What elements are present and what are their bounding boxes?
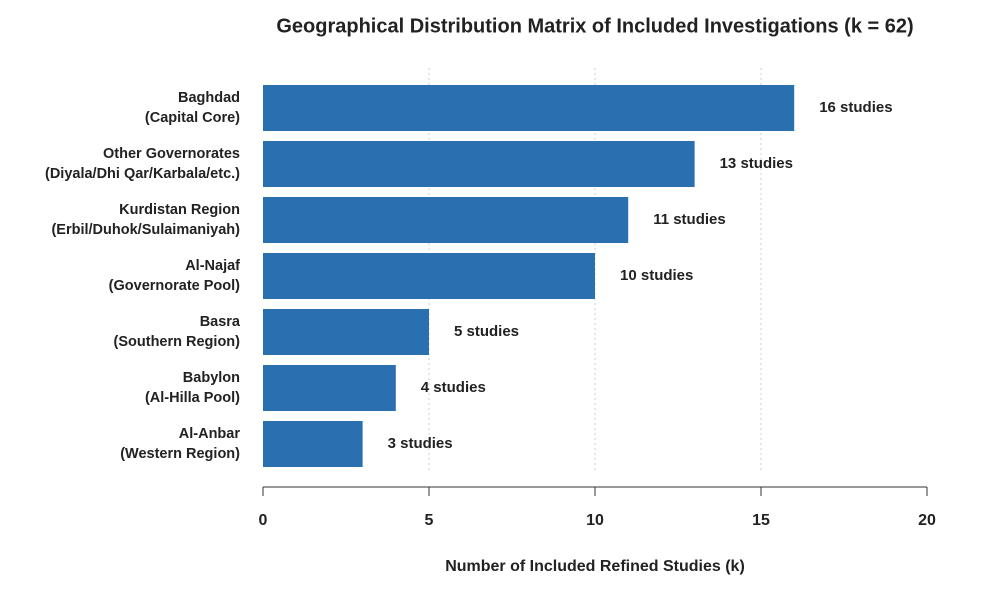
x-tick-label: 10 bbox=[586, 512, 604, 529]
y-tick-label: Babylon bbox=[183, 370, 240, 386]
x-axis-title: Number of Included Refined Studies (k) bbox=[445, 558, 745, 575]
x-tick-label: 20 bbox=[918, 512, 936, 529]
y-tick-label: (Southern Region) bbox=[114, 334, 241, 350]
y-tick-label: (Erbil/Duhok/Sulaimaniyah) bbox=[51, 222, 240, 238]
y-tick-label: (Al-Hilla Pool) bbox=[145, 390, 240, 406]
y-tick-label: Al-Najaf bbox=[185, 258, 240, 274]
value-label: 3 studies bbox=[388, 435, 453, 452]
bar bbox=[263, 197, 629, 243]
y-tick-label: Kurdistan Region bbox=[119, 202, 240, 218]
y-tick-label: (Governorate Pool) bbox=[109, 278, 240, 294]
y-tick-label: Baghdad bbox=[178, 90, 240, 106]
bar bbox=[263, 253, 595, 299]
value-label: 13 studies bbox=[720, 155, 793, 172]
bar bbox=[263, 141, 695, 187]
chart-title: Geographical Distribution Matrix of Incl… bbox=[276, 15, 913, 37]
value-label: 4 studies bbox=[421, 379, 486, 396]
y-tick-label: Al-Anbar bbox=[179, 426, 241, 442]
value-label: 11 studies bbox=[653, 211, 726, 228]
y-tick-label: (Capital Core) bbox=[145, 110, 240, 126]
y-tick-label: Other Governorates bbox=[103, 146, 240, 162]
value-label: 5 studies bbox=[454, 323, 519, 340]
x-tick-label: 0 bbox=[259, 512, 268, 529]
bar bbox=[263, 85, 795, 131]
y-tick-label: Basra bbox=[200, 314, 241, 330]
bar bbox=[263, 309, 429, 355]
value-label: 16 studies bbox=[819, 99, 892, 116]
bar bbox=[263, 365, 396, 411]
value-label: 10 studies bbox=[620, 267, 693, 284]
y-tick-label: (Western Region) bbox=[120, 446, 240, 462]
y-tick-label: (Diyala/Dhi Qar/Karbala/etc.) bbox=[45, 166, 240, 182]
x-tick-label: 5 bbox=[425, 512, 434, 529]
bar bbox=[263, 421, 363, 467]
x-tick-label: 15 bbox=[752, 512, 770, 529]
